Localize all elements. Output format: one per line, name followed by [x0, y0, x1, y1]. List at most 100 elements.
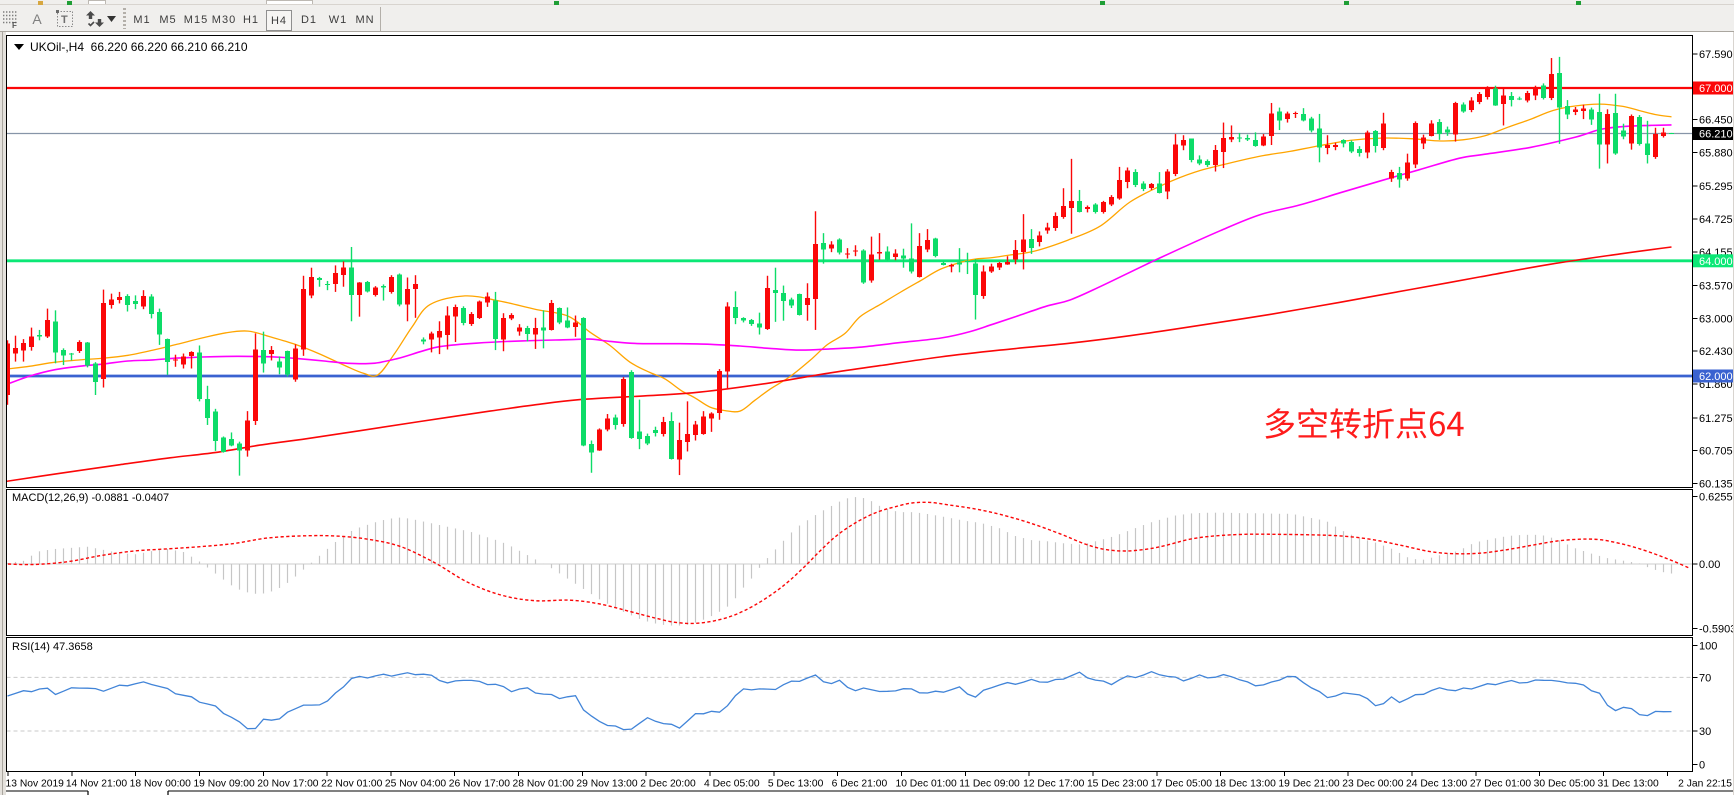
candle-body [1460, 104, 1467, 112]
candle-body [332, 272, 339, 284]
timeframe-button-d1[interactable]: D1 [300, 14, 318, 26]
candle-body [948, 264, 955, 267]
candle-body [532, 328, 539, 335]
candle-body [1644, 143, 1651, 155]
candle-body [884, 251, 891, 260]
candle-body [1596, 112, 1603, 145]
candle-body [316, 278, 323, 280]
candle-body [1092, 204, 1099, 212]
candle-body [1332, 145, 1339, 147]
price-tick-label: 66.450 [1699, 115, 1733, 127]
candle-body [1436, 121, 1443, 135]
candle-body [1220, 138, 1227, 152]
price-tick-label: 62.430 [1699, 346, 1733, 358]
clipped-icon [1344, 1, 1349, 5]
candle-body [468, 313, 475, 325]
candle-body [1372, 131, 1379, 147]
candle-body [668, 420, 675, 459]
rsi-plot-layer [7, 670, 1692, 732]
candle-body [1140, 183, 1147, 189]
candle-body [716, 370, 723, 413]
candle-body [76, 342, 83, 352]
candle-body [1236, 137, 1243, 139]
time-tick-label: 4 Dec 05:00 [704, 779, 760, 790]
candle-body [204, 399, 211, 419]
candle-body [1028, 238, 1035, 249]
chart-window: UKOil-,H4 66.220 66.220 66.210 66.210 67.… [0, 32, 1734, 795]
price-badge-67.000: 67.000 [1699, 83, 1733, 95]
candle-body [588, 443, 595, 453]
time-tick-label: 19 Dec 21:00 [1278, 779, 1340, 790]
annotation-text[interactable] [1265, 408, 1464, 439]
candle-body [1268, 113, 1275, 136]
macd-panel [6, 489, 1693, 636]
candle-body [1356, 149, 1363, 154]
clipped-icon [554, 1, 559, 5]
price-tick-label: 60.705 [1699, 446, 1733, 458]
candle-body [932, 238, 939, 257]
candle-body [404, 289, 411, 305]
timeframe-button-h1[interactable]: H1 [242, 14, 260, 26]
candle-body [964, 260, 971, 262]
candle-body [1660, 132, 1667, 136]
timeframe-button-h4[interactable]: H4 [266, 10, 292, 31]
timeframe-button-w1[interactable]: W1 [328, 14, 348, 26]
chart-collapse-arrow-icon[interactable] [14, 44, 24, 50]
candle-body [1052, 215, 1059, 228]
candle-body [1556, 73, 1563, 108]
candle-body [164, 339, 171, 363]
toolbar-separator-handle[interactable] [122, 8, 126, 29]
rsi-panel [6, 637, 1693, 772]
time-tick-label: 20 Nov 17:00 [257, 779, 319, 790]
timeframe-button-m1[interactable]: M1 [133, 14, 151, 26]
candle-body [84, 342, 91, 366]
candle-body [516, 327, 523, 332]
rsi-scale-label: 30 [1699, 726, 1711, 738]
candle-body [892, 253, 899, 257]
candle-body [708, 413, 715, 419]
price-badge-62.000-background [1693, 369, 1734, 383]
candle-body [652, 430, 659, 434]
time-tick-label: 28 Nov 01:00 [513, 779, 575, 790]
text-label-tool-icon[interactable]: A [32, 11, 42, 27]
rsi-scale-label: 100 [1699, 641, 1717, 653]
candle-body [212, 411, 219, 442]
timeframe-button-m30[interactable]: M30 [211, 14, 237, 26]
candle-body [476, 301, 483, 318]
candle-body [956, 262, 963, 265]
timeframe-button-mn[interactable]: MN [355, 14, 375, 26]
rsi-axis: 100 70 30 0 [1692, 641, 1717, 772]
candle-body [1668, 132, 1675, 135]
candle-body [1108, 196, 1115, 205]
candle-body [1124, 170, 1131, 182]
clipped-upper-toolbar [0, 0, 1734, 5]
macd-scale-label: 0.00 [1699, 559, 1720, 571]
candle-body [268, 350, 275, 355]
candle-body [692, 424, 699, 435]
text-box-tool-icon[interactable]: T [56, 8, 74, 30]
candle-body [676, 439, 683, 460]
time-tick-label: 18 Dec 13:00 [1215, 779, 1277, 790]
candle-body [52, 321, 59, 353]
candle-body [1604, 113, 1611, 145]
candle-body [868, 254, 875, 281]
timeframe-button-m15[interactable]: M15 [183, 14, 209, 26]
moving-average-slow-red [7, 246, 1672, 483]
candle-body [820, 242, 827, 250]
candle-body [484, 296, 491, 303]
arrows-tool-icon[interactable] [85, 8, 105, 30]
fibonacci-tool-icon[interactable]: F [2, 8, 20, 30]
price-badge-64.000: 64.000 [1699, 256, 1733, 268]
timeframe-button-m5[interactable]: M5 [159, 14, 177, 26]
candle-body [852, 250, 859, 252]
candle-body [1636, 116, 1643, 144]
macd-label: MACD(12,26,9) -0.0881 -0.0407 [12, 492, 169, 504]
candle-body [1628, 116, 1635, 144]
candle-body [908, 258, 915, 272]
candlestick-chart-canvas[interactable]: UKOil-,H4 66.220 66.220 66.210 66.210 67.… [0, 32, 1734, 795]
svg-text:T: T [61, 14, 68, 26]
time-axis: 13 Nov 2019 14 Nov 21:00 18 Nov 00:00 19 No… [6, 771, 1732, 790]
time-tick-label: 12 Dec 17:00 [1023, 779, 1085, 790]
arrows-dropdown-icon[interactable] [105, 8, 117, 30]
